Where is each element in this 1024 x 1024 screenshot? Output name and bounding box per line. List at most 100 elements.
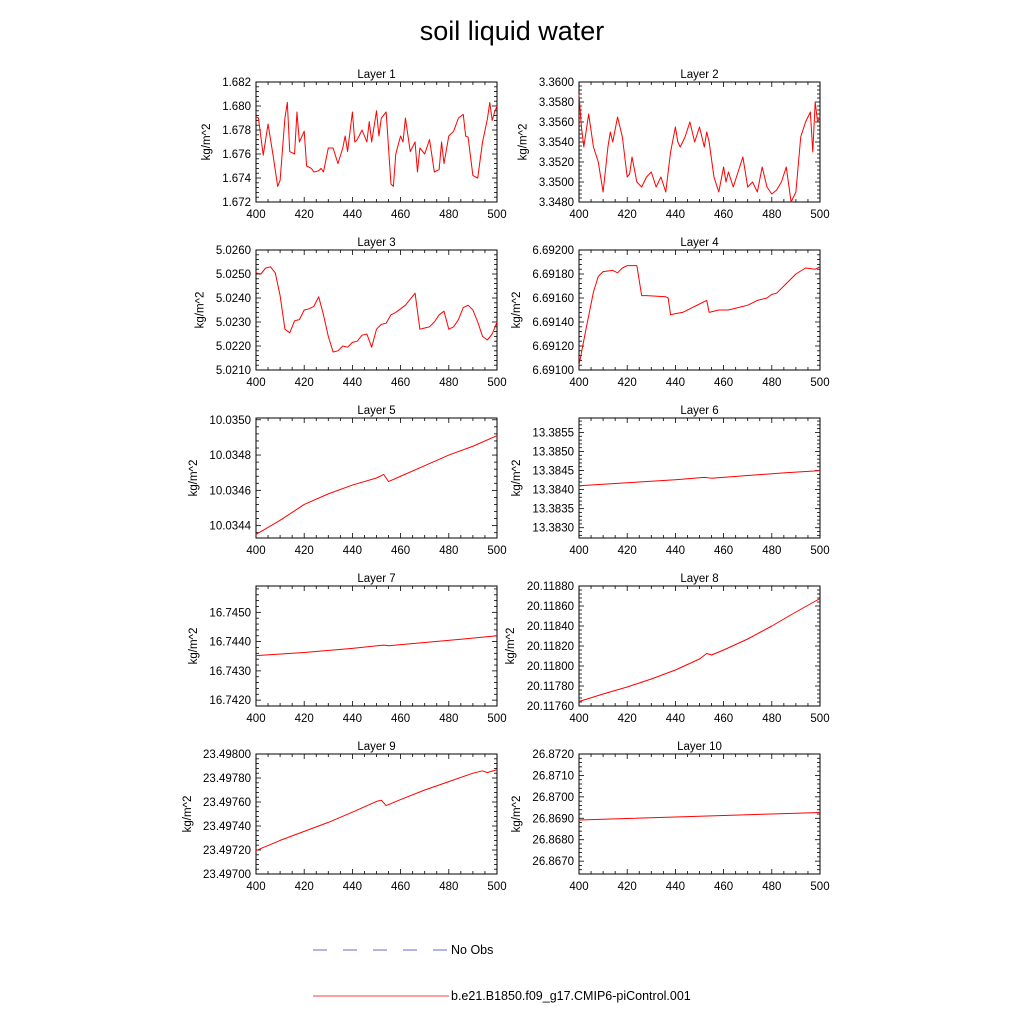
panel-title: Layer 4 [680, 237, 719, 249]
x-tick-label: 500 [487, 881, 506, 893]
x-tick-label: 480 [762, 377, 781, 389]
x-tick-label: 480 [762, 881, 781, 893]
y-tick-label: 3.3520 [539, 157, 574, 169]
y-tick-label: 5.0220 [216, 341, 251, 353]
panel-layer-9: Layer 9 400 420 440 460 480 500 23.49700 23.4972… [182, 741, 507, 893]
panel-layer-3: Layer 3 400 420 440 460 480 500 5.0210 5.0220 5.0… [195, 237, 507, 389]
x-tick-label: 400 [569, 713, 588, 725]
x-tick-label: 480 [762, 209, 781, 221]
panel-title: Layer 9 [357, 741, 395, 753]
y-tick-label: 16.7420 [209, 695, 251, 707]
x-tick-label: 400 [569, 209, 588, 221]
x-tick-label: 460 [714, 713, 733, 725]
y-tick-label: 3.3600 [539, 77, 574, 89]
panel-title: Layer 7 [357, 573, 395, 585]
x-tick-label: 460 [714, 209, 733, 221]
y-axis-label: kg/m^2 [188, 628, 200, 665]
panel-layer-4: Layer 4 400 420 440 460 480 500 6.69100 6.69120 6… [511, 237, 829, 389]
y-tick-label: 10.0348 [209, 450, 251, 462]
x-tick-label: 460 [391, 713, 410, 725]
y-axis-label: kg/m^2 [511, 292, 523, 329]
y-tick-label: 5.0230 [216, 317, 251, 329]
plot-frame [255, 249, 498, 371]
y-tick-label: 13.3830 [532, 523, 574, 535]
y-tick-label: 20.11860 [527, 601, 574, 613]
x-tick-label: 460 [391, 545, 410, 557]
y-tick-label: 26.8670 [532, 856, 574, 868]
y-tick-label: 5.0210 [216, 365, 251, 377]
x-tick-label: 460 [391, 377, 410, 389]
y-tick-label: 1.678 [222, 125, 251, 137]
x-tick-label: 420 [295, 545, 314, 557]
x-tick-label: 480 [439, 545, 458, 557]
x-tick-label: 440 [666, 545, 685, 557]
x-tick-label: 440 [666, 713, 685, 725]
panel-layer-1: Layer 1 400 420 440 460 480 500 1.672 1.674 1.676… [201, 69, 507, 221]
y-tick-label: 26.8700 [532, 792, 574, 804]
x-tick-label: 460 [391, 881, 410, 893]
x-tick-label: 400 [246, 209, 265, 221]
y-tick-label: 26.8690 [532, 813, 574, 825]
y-tick-label: 6.69100 [532, 365, 574, 377]
plot-frame [255, 81, 498, 203]
x-tick-label: 420 [618, 377, 637, 389]
y-tick-label: 13.3845 [532, 466, 574, 478]
y-tick-label: 3.3500 [539, 177, 574, 189]
y-tick-label: 20.11780 [527, 681, 574, 693]
y-axis-label: kg/m^2 [201, 124, 213, 161]
x-tick-label: 400 [246, 545, 265, 557]
x-tick-label: 500 [810, 881, 829, 893]
y-tick-label: 26.8720 [532, 749, 574, 761]
plot-frame [578, 249, 821, 371]
y-tick-label: 20.11760 [527, 701, 574, 713]
x-tick-label: 400 [246, 881, 265, 893]
y-tick-label: 13.3855 [532, 427, 574, 439]
y-axis-label: kg/m^2 [518, 124, 530, 161]
x-tick-label: 420 [295, 881, 314, 893]
x-tick-label: 500 [810, 713, 829, 725]
y-axis-label: kg/m^2 [182, 796, 194, 833]
panel-layer-7: Layer 7 400 420 440 460 480 500 16.7420 16.7430 1… [188, 573, 506, 725]
series-line [255, 635, 498, 657]
y-tick-label: 6.69140 [532, 317, 574, 329]
panel-layer-6: Layer 6 400 420 440 460 480 500 13.3830 13.3835 1… [511, 405, 829, 557]
x-tick-label: 480 [439, 209, 458, 221]
y-tick-label: 6.69180 [532, 269, 574, 281]
panel-layer-10: Layer 10 400 420 440 460 480 500 26.8670 26.8680… [511, 741, 829, 893]
panel-layer-2: Layer 2 400 420 440 460 480 500 3.3480 3.3500 3.3… [518, 69, 830, 221]
y-tick-label: 23.49760 [203, 797, 251, 809]
y-tick-label: 3.3560 [539, 117, 574, 129]
y-tick-label: 6.69200 [532, 245, 574, 257]
y-axis-label: kg/m^2 [195, 292, 207, 329]
series-line [255, 769, 498, 852]
x-tick-label: 440 [666, 209, 685, 221]
y-tick-label: 1.682 [222, 77, 251, 89]
x-tick-label: 500 [487, 377, 506, 389]
x-tick-label: 480 [439, 377, 458, 389]
y-tick-label: 16.7430 [209, 666, 251, 678]
series-line [255, 266, 498, 353]
panel-grid: Layer 1 400 420 440 460 480 500 1.672 1.674 1.676… [182, 69, 830, 893]
x-tick-label: 460 [391, 209, 410, 221]
y-axis-label: kg/m^2 [505, 628, 517, 665]
x-tick-label: 420 [295, 377, 314, 389]
series-line [578, 265, 821, 366]
y-tick-label: 3.3480 [539, 197, 574, 209]
y-tick-label: 13.3835 [532, 504, 574, 516]
x-tick-label: 480 [439, 713, 458, 725]
y-tick-label: 10.0346 [209, 485, 251, 497]
figure-title: soil liquid water [420, 16, 605, 46]
y-tick-label: 6.69160 [532, 293, 574, 305]
y-tick-label: 16.7440 [209, 637, 251, 649]
y-tick-label: 10.0344 [209, 521, 251, 533]
x-tick-label: 500 [810, 377, 829, 389]
plot-frame [255, 753, 498, 875]
x-tick-label: 420 [618, 713, 637, 725]
x-tick-label: 420 [295, 713, 314, 725]
y-tick-label: 5.0240 [216, 293, 251, 305]
y-tick-label: 6.69120 [532, 341, 574, 353]
y-axis-label: kg/m^2 [511, 460, 523, 497]
x-tick-label: 500 [810, 209, 829, 221]
y-tick-label: 23.49700 [203, 869, 251, 881]
